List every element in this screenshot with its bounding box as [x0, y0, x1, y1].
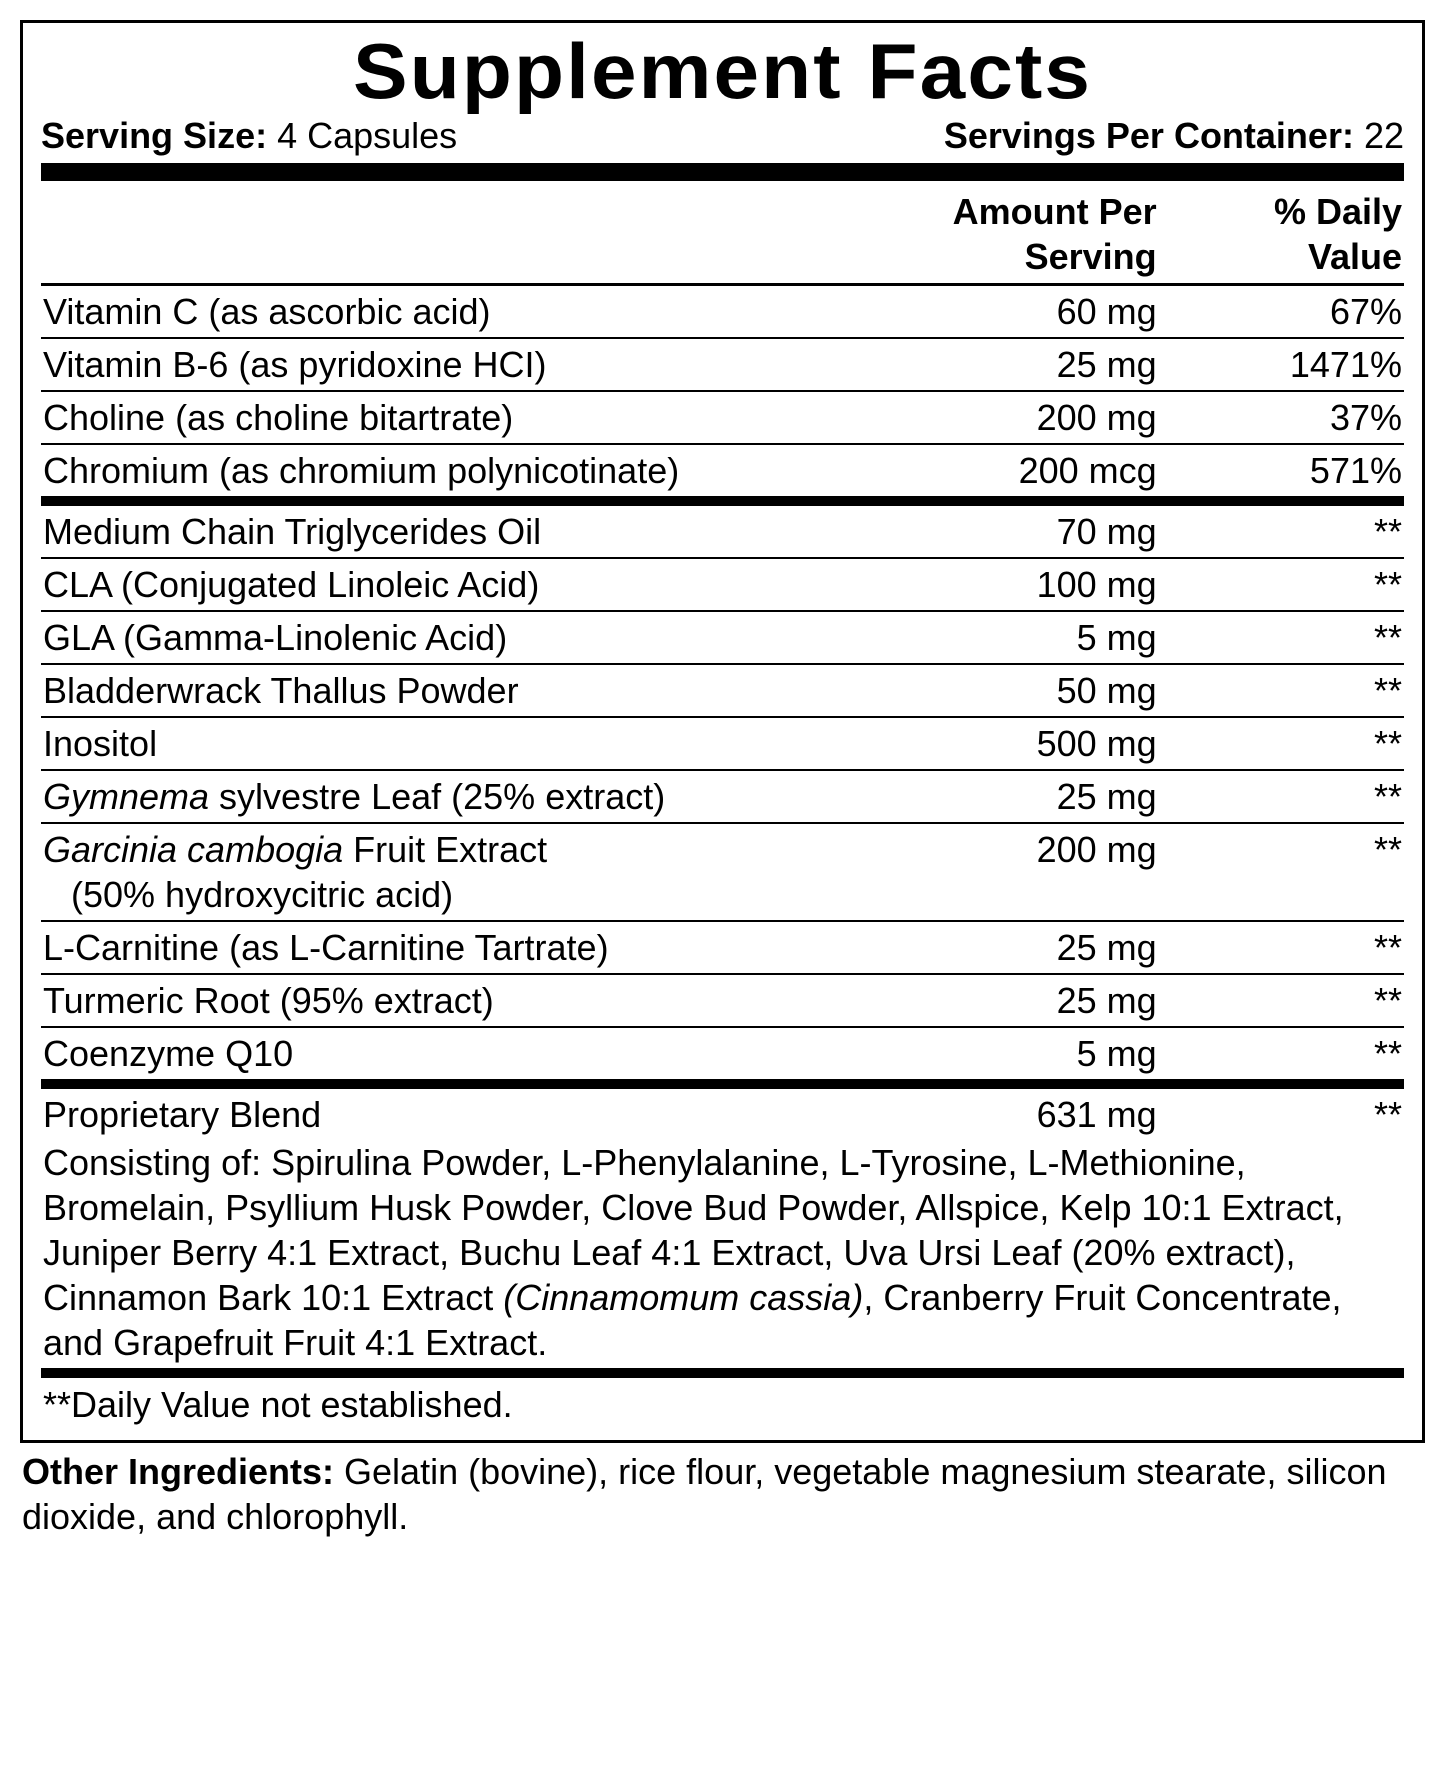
- ingredient-name: Bladderwrack Thallus Powder: [41, 664, 832, 717]
- ingredient-amount: 200 mg: [832, 823, 1159, 921]
- ingredient-subtext: (50% hydroxycitric acid): [43, 872, 830, 917]
- ingredient-amount: 70 mg: [832, 501, 1159, 558]
- ingredient-name: Vitamin C (as ascorbic acid): [41, 284, 832, 338]
- ingredient-name: Choline (as choline bitartrate): [41, 391, 832, 444]
- servings-per-container-value: 22: [1354, 115, 1404, 156]
- table-row: Vitamin C (as ascorbic acid) 60 mg 67%: [41, 284, 1404, 338]
- ingredient-amount: 200 mg: [832, 391, 1159, 444]
- table-row: Medium Chain Triglycerides Oil 70 mg **: [41, 501, 1404, 558]
- ingredient-amount: 100 mg: [832, 558, 1159, 611]
- ingredient-name: L-Carnitine (as L-Carnitine Tartrate): [41, 921, 832, 974]
- facts-table: Amount PerServing % DailyValue Vitamin C…: [41, 181, 1404, 1378]
- ingredient-amount: 500 mg: [832, 717, 1159, 770]
- other-ingredients: Other Ingredients: Gelatin (bovine), ric…: [20, 1443, 1425, 1543]
- header-blank: [41, 181, 832, 285]
- table-header-row: Amount PerServing % DailyValue: [41, 181, 1404, 285]
- table-row: Proprietary Blend 631 mg **: [41, 1084, 1404, 1140]
- ingredient-dv: 1471%: [1159, 338, 1404, 391]
- serving-size-label: Serving Size:: [41, 115, 267, 156]
- ingredient-amount: 25 mg: [832, 921, 1159, 974]
- table-row: Coenzyme Q10 5 mg **: [41, 1027, 1404, 1084]
- ingredient-dv: **: [1159, 921, 1404, 974]
- ingredient-amount: 200 mcg: [832, 444, 1159, 501]
- servings-per-container-label: Servings Per Container:: [944, 115, 1354, 156]
- ingredient-name: Turmeric Root (95% extract): [41, 974, 832, 1027]
- ingredient-amount: 5 mg: [832, 1027, 1159, 1084]
- ingredient-name: CLA (Conjugated Linoleic Acid): [41, 558, 832, 611]
- header-amount: Amount PerServing: [832, 181, 1159, 285]
- serving-size-value: 4 Capsules: [267, 115, 457, 156]
- ingredient-amount: 25 mg: [832, 974, 1159, 1027]
- ingredient-name: Proprietary Blend: [41, 1084, 832, 1140]
- table-row: Inositol 500 mg **: [41, 717, 1404, 770]
- divider-thick: [41, 163, 1404, 181]
- header-dv: % DailyValue: [1159, 181, 1404, 285]
- table-row: Gymnema sylvestre Leaf (25% extract) 25 …: [41, 770, 1404, 823]
- ingredient-dv: **: [1159, 1027, 1404, 1084]
- ingredient-dv: 37%: [1159, 391, 1404, 444]
- ingredient-name: Vitamin B-6 (as pyridoxine HCI): [41, 338, 832, 391]
- ingredient-dv: **: [1159, 717, 1404, 770]
- ingredient-name: Inositol: [41, 717, 832, 770]
- blend-description: Consisting of: Spirulina Powder, L-Pheny…: [41, 1140, 1404, 1373]
- dv-footnote: **Daily Value not established.: [41, 1378, 1404, 1436]
- ingredient-name: GLA (Gamma-Linolenic Acid): [41, 611, 832, 664]
- ingredient-dv: 571%: [1159, 444, 1404, 501]
- ingredient-dv: 67%: [1159, 284, 1404, 338]
- ingredient-dv: **: [1159, 823, 1404, 921]
- table-row: GLA (Gamma-Linolenic Acid) 5 mg **: [41, 611, 1404, 664]
- ingredient-amount: 60 mg: [832, 284, 1159, 338]
- table-row: Vitamin B-6 (as pyridoxine HCI) 25 mg 14…: [41, 338, 1404, 391]
- table-row: L-Carnitine (as L-Carnitine Tartrate) 25…: [41, 921, 1404, 974]
- ingredient-dv: **: [1159, 558, 1404, 611]
- other-ingredients-label: Other Ingredients:: [22, 1451, 344, 1492]
- serving-row: Serving Size: 4 Capsules Servings Per Co…: [41, 115, 1404, 157]
- ingredient-dv: **: [1159, 501, 1404, 558]
- ingredient-dv: **: [1159, 770, 1404, 823]
- ingredient-amount: 25 mg: [832, 338, 1159, 391]
- serving-size: Serving Size: 4 Capsules: [41, 115, 457, 157]
- ingredient-dv: **: [1159, 1084, 1404, 1140]
- ingredient-amount: 25 mg: [832, 770, 1159, 823]
- table-row: Choline (as choline bitartrate) 200 mg 3…: [41, 391, 1404, 444]
- panel-title: Supplement Facts: [7, 31, 1438, 113]
- ingredient-amount: 5 mg: [832, 611, 1159, 664]
- supplement-facts-panel: Supplement Facts Serving Size: 4 Capsule…: [20, 20, 1425, 1443]
- ingredient-name: Chromium (as chromium polynicotinate): [41, 444, 832, 501]
- servings-per-container: Servings Per Container: 22: [944, 115, 1404, 157]
- table-row: Bladderwrack Thallus Powder 50 mg **: [41, 664, 1404, 717]
- table-row: CLA (Conjugated Linoleic Acid) 100 mg **: [41, 558, 1404, 611]
- table-row: Turmeric Root (95% extract) 25 mg **: [41, 974, 1404, 1027]
- table-row: Chromium (as chromium polynicotinate) 20…: [41, 444, 1404, 501]
- blend-description-row: Consisting of: Spirulina Powder, L-Pheny…: [41, 1140, 1404, 1373]
- ingredient-dv: **: [1159, 611, 1404, 664]
- table-row: Garcinia cambogia Fruit Extract (50% hyd…: [41, 823, 1404, 921]
- ingredient-amount: 50 mg: [832, 664, 1159, 717]
- ingredient-name: Garcinia cambogia Fruit Extract (50% hyd…: [41, 823, 832, 921]
- ingredient-dv: **: [1159, 664, 1404, 717]
- ingredient-name: Gymnema sylvestre Leaf (25% extract): [41, 770, 832, 823]
- ingredient-amount: 631 mg: [832, 1084, 1159, 1140]
- ingredient-name: Medium Chain Triglycerides Oil: [41, 501, 832, 558]
- ingredient-name: Coenzyme Q10: [41, 1027, 832, 1084]
- ingredient-dv: **: [1159, 974, 1404, 1027]
